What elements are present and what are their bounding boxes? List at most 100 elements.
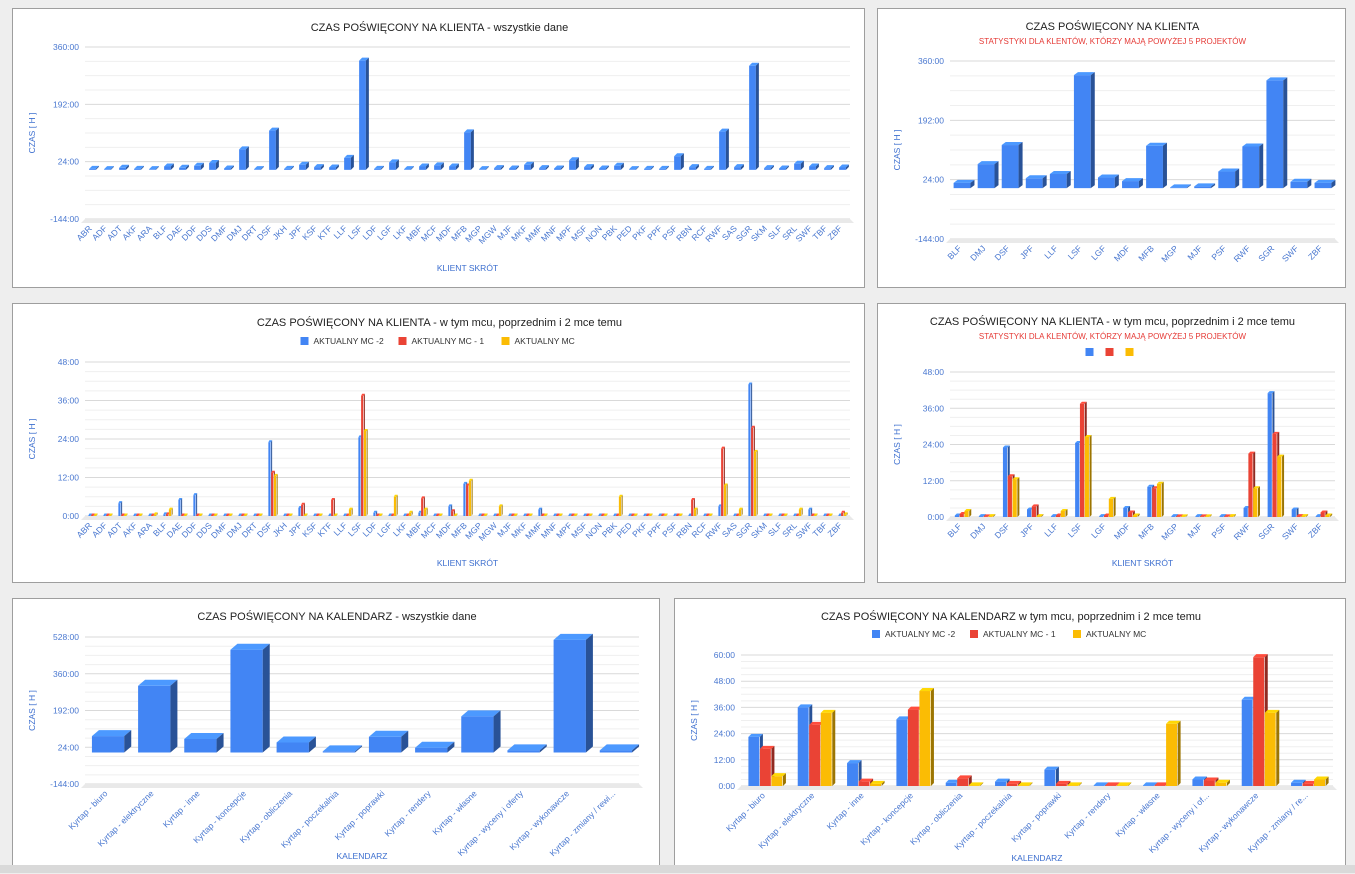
- bar-top: [228, 513, 233, 516]
- bar-top: [453, 513, 458, 516]
- bar-front: [568, 515, 571, 516]
- bar-top: [633, 513, 638, 516]
- bar-top: [811, 513, 815, 516]
- bar-front: [93, 515, 97, 516]
- bar-front: [184, 738, 217, 753]
- bar-front: [723, 485, 727, 516]
- chart-klient-5-projektow: CZAS POŚWIĘCONY NA KLIENTA STATYSTYKI DLA…: [892, 20, 1339, 264]
- x-tick-label: MJF: [1185, 243, 1204, 262]
- bar-front: [283, 515, 286, 516]
- bar-side: [695, 164, 699, 170]
- bar-top: [239, 146, 249, 150]
- bar-front: [253, 515, 256, 516]
- bar-front: [1055, 783, 1067, 786]
- bar: [554, 165, 564, 170]
- bar-side: [620, 162, 624, 170]
- bar: [164, 163, 174, 170]
- bar-top: [273, 473, 278, 476]
- bar-front: [1147, 486, 1152, 517]
- bar-top: [403, 513, 408, 516]
- bar-front: [329, 167, 336, 170]
- bar-top: [793, 513, 798, 516]
- bar-front: [196, 515, 199, 516]
- bar-side: [485, 166, 489, 170]
- bar-top: [847, 760, 862, 764]
- bar-top: [1267, 391, 1275, 394]
- bar-front: [243, 515, 247, 516]
- y-tick-label: 0:00: [62, 511, 79, 521]
- x-tick-label: JPF: [1018, 243, 1036, 261]
- x-tick-label: Kyrtap - rendery: [382, 788, 433, 839]
- bar-front: [314, 167, 321, 170]
- bar-side: [380, 165, 384, 170]
- bar-top: [1291, 779, 1306, 783]
- bar-side: [245, 146, 249, 170]
- bar-top: [226, 513, 230, 516]
- bar-top: [826, 513, 830, 516]
- bar-top: [1203, 777, 1219, 781]
- bar-side: [395, 159, 399, 170]
- bar-top: [539, 165, 549, 169]
- x-tick-label: JPF: [1018, 521, 1036, 539]
- bar-side: [561, 513, 563, 516]
- bar-front: [343, 515, 346, 516]
- bar-side: [125, 164, 129, 170]
- bar-side: [181, 497, 183, 516]
- bar-front: [509, 168, 516, 170]
- bar-front: [1075, 442, 1080, 517]
- bar-front: [813, 515, 817, 516]
- bar-side: [441, 513, 443, 516]
- bar-top: [209, 160, 219, 164]
- bar-front: [434, 165, 441, 170]
- legend-swatch: [398, 337, 407, 345]
- bar-top: [734, 164, 744, 168]
- bar: [558, 513, 563, 516]
- bar-front: [238, 515, 241, 516]
- horizontal-scrollbar[interactable]: [0, 865, 1355, 873]
- bar-side: [1089, 434, 1092, 517]
- bar-top: [1007, 474, 1015, 477]
- bar: [288, 513, 293, 516]
- bar-front: [168, 509, 172, 516]
- bar-side: [546, 513, 548, 516]
- bar-side: [1137, 513, 1140, 517]
- bar: [1132, 513, 1140, 517]
- y-tick-label: 24:00: [58, 742, 80, 752]
- bar-top: [538, 507, 543, 510]
- x-axis-label: KLIENT SKRÓT: [437, 263, 498, 273]
- chart-floor: [81, 219, 854, 223]
- bar: [434, 162, 444, 170]
- bar-top: [599, 165, 609, 169]
- bar: [322, 745, 363, 753]
- bar: [149, 166, 159, 170]
- bar-front: [1146, 145, 1163, 189]
- bar: [1253, 486, 1260, 517]
- bar: [468, 478, 473, 516]
- bar-side: [545, 165, 549, 170]
- bar-top: [768, 513, 773, 516]
- bar-top: [659, 165, 669, 169]
- bar-top: [329, 164, 339, 168]
- bar-front: [1073, 75, 1091, 189]
- bar-side: [771, 513, 773, 516]
- bar-side: [1177, 720, 1181, 786]
- bar-front: [448, 506, 451, 516]
- bar-top: [798, 507, 803, 510]
- bar: [528, 513, 533, 516]
- bar-side: [1325, 776, 1329, 786]
- bar: [213, 513, 218, 516]
- bar-side: [246, 513, 248, 516]
- bar-front: [703, 515, 706, 516]
- bar-top: [953, 179, 975, 183]
- bar-top: [629, 166, 639, 170]
- bar: [957, 775, 972, 786]
- bar: [331, 497, 335, 516]
- bar: [104, 166, 114, 170]
- bar-front: [508, 515, 511, 516]
- chart-title: CZAS POŚWIĘCONY NA KALENDARZ w tym mcu, …: [821, 610, 1201, 623]
- bar-front: [613, 515, 616, 516]
- bar-front: [108, 515, 112, 516]
- bar-side: [1161, 481, 1164, 517]
- bar-front: [1036, 516, 1041, 517]
- bar-front: [749, 65, 756, 170]
